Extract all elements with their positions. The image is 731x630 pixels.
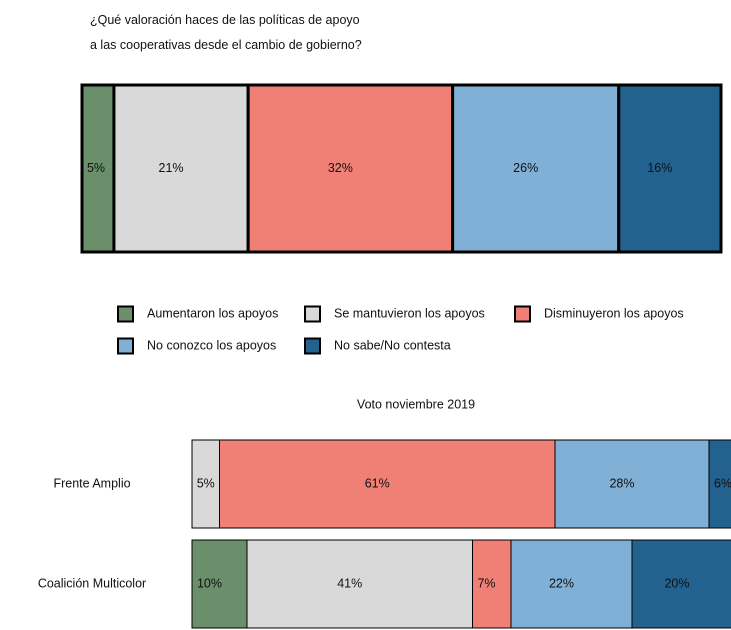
bar-segment xyxy=(554,439,710,529)
bar-segment xyxy=(631,539,731,629)
value-label: 20% xyxy=(664,576,689,590)
legend-swatch xyxy=(117,337,134,355)
bar-segment xyxy=(708,439,731,529)
legend-label: Disminuyeron los apoyos xyxy=(544,306,684,320)
value-label: 41% xyxy=(337,576,362,590)
subchart-title: Voto noviembre 2019 xyxy=(357,397,475,411)
bar-segment xyxy=(246,539,473,629)
value-label: 5% xyxy=(87,161,105,175)
value-label: 61% xyxy=(365,476,390,490)
legend-label: Se mantuvieron los apoyos xyxy=(334,306,485,320)
value-label: 32% xyxy=(328,161,353,175)
bar-segment xyxy=(246,83,455,254)
bar-segment xyxy=(510,539,633,629)
bar-segment xyxy=(80,83,116,254)
bar-segment xyxy=(617,83,723,254)
value-label: 21% xyxy=(159,161,184,175)
value-label: 22% xyxy=(549,576,574,590)
bar-segment xyxy=(219,439,556,529)
legend-swatch xyxy=(304,305,321,323)
category-label: Frente Amplio xyxy=(53,476,130,490)
value-label: 5% xyxy=(197,476,215,490)
legend-swatch xyxy=(117,305,134,323)
value-label: 10% xyxy=(197,576,222,590)
bar-segment xyxy=(472,539,512,629)
value-label: 26% xyxy=(513,161,538,175)
bar-segment xyxy=(191,439,220,529)
legend-label: No sabe/No contesta xyxy=(334,338,451,352)
value-label: 7% xyxy=(477,576,495,590)
legend-swatch xyxy=(304,337,321,355)
category-label: Coalición Multicolor xyxy=(38,576,146,590)
legend-label: No conozco los apoyos xyxy=(147,338,276,352)
value-label: 28% xyxy=(609,476,634,490)
chart-title: ¿Qué valoración haces de las políticas d… xyxy=(90,13,362,52)
bar-segment xyxy=(451,83,621,254)
value-label: 6% xyxy=(714,476,731,490)
value-label: 16% xyxy=(647,161,672,175)
legend-swatch xyxy=(514,305,531,323)
bar-segment xyxy=(112,83,250,254)
legend-label: Aumentaron los apoyos xyxy=(147,306,278,320)
